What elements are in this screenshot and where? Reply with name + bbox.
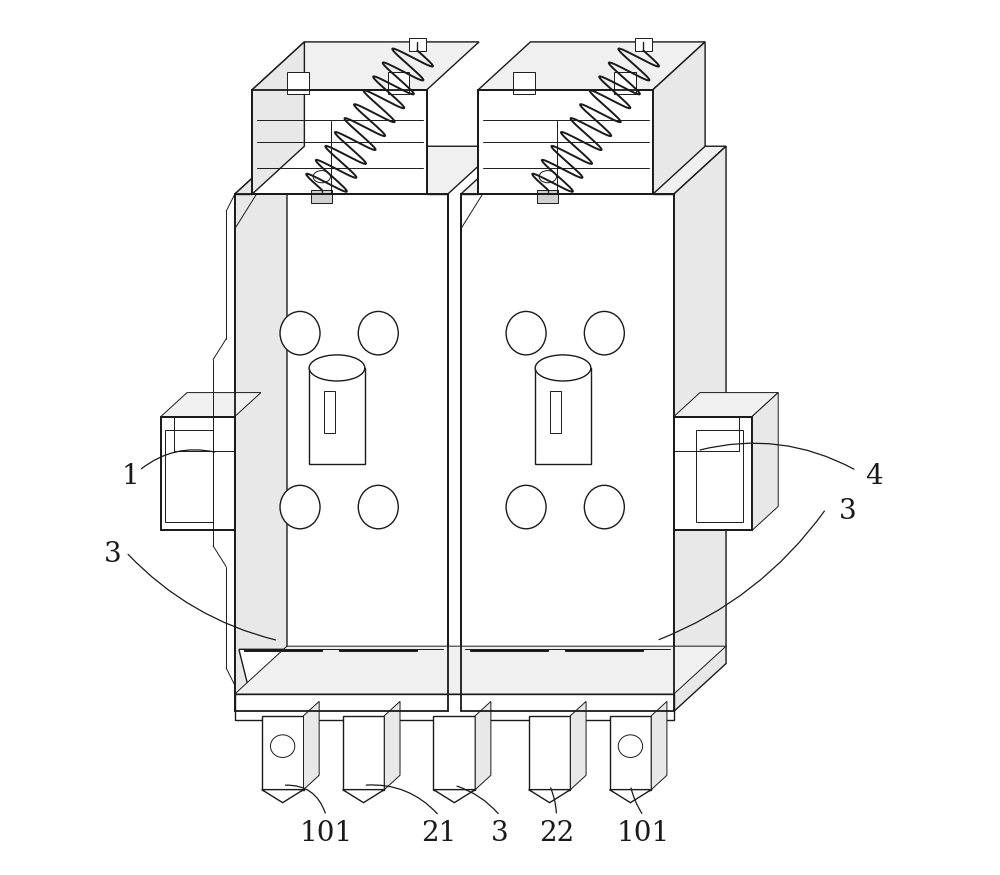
Polygon shape: [529, 789, 570, 802]
Bar: [287, 73, 309, 94]
Bar: [513, 73, 535, 94]
Text: 101: 101: [299, 820, 353, 847]
Polygon shape: [252, 90, 427, 194]
Ellipse shape: [584, 312, 624, 355]
Polygon shape: [252, 42, 479, 90]
Polygon shape: [433, 789, 475, 802]
Text: 3: 3: [839, 498, 857, 525]
Ellipse shape: [280, 312, 320, 355]
Polygon shape: [239, 649, 326, 685]
Bar: [535, 368, 591, 464]
Ellipse shape: [618, 735, 643, 758]
Bar: [311, 190, 332, 203]
Ellipse shape: [506, 486, 546, 528]
Polygon shape: [674, 393, 778, 416]
Polygon shape: [252, 42, 304, 194]
Polygon shape: [304, 702, 319, 789]
Polygon shape: [235, 146, 500, 194]
Ellipse shape: [280, 486, 320, 528]
Ellipse shape: [535, 355, 591, 381]
Ellipse shape: [358, 486, 398, 528]
Ellipse shape: [539, 171, 557, 183]
Text: 3: 3: [491, 820, 509, 847]
Bar: [324, 391, 335, 433]
Polygon shape: [653, 42, 705, 194]
Polygon shape: [343, 789, 384, 802]
Bar: [610, 716, 651, 789]
Text: 21: 21: [421, 820, 457, 847]
Text: 1: 1: [122, 463, 139, 490]
Bar: [343, 716, 384, 789]
Text: 4: 4: [865, 463, 883, 490]
Polygon shape: [478, 90, 653, 194]
Ellipse shape: [584, 486, 624, 528]
Polygon shape: [570, 702, 586, 789]
Bar: [696, 430, 743, 522]
Polygon shape: [674, 146, 726, 711]
Polygon shape: [335, 649, 422, 685]
Ellipse shape: [313, 171, 330, 183]
Polygon shape: [235, 194, 448, 711]
Ellipse shape: [506, 312, 546, 355]
Ellipse shape: [309, 355, 365, 381]
Text: 22: 22: [539, 820, 574, 847]
Polygon shape: [161, 393, 261, 416]
Polygon shape: [475, 702, 491, 789]
Polygon shape: [262, 789, 304, 802]
Polygon shape: [235, 694, 674, 720]
Polygon shape: [651, 702, 667, 789]
Polygon shape: [465, 649, 552, 685]
Bar: [262, 716, 304, 789]
Bar: [529, 716, 570, 789]
Ellipse shape: [270, 735, 295, 758]
Polygon shape: [610, 789, 651, 802]
Polygon shape: [561, 649, 648, 685]
Text: 101: 101: [617, 820, 670, 847]
Polygon shape: [384, 702, 400, 789]
Ellipse shape: [358, 312, 398, 355]
Bar: [433, 716, 475, 789]
Polygon shape: [461, 194, 674, 711]
Bar: [635, 38, 652, 51]
Polygon shape: [674, 416, 752, 530]
Bar: [165, 430, 213, 522]
Polygon shape: [235, 146, 287, 711]
Polygon shape: [161, 416, 235, 530]
Polygon shape: [235, 646, 726, 694]
Bar: [388, 73, 409, 94]
Polygon shape: [478, 42, 705, 90]
Polygon shape: [752, 393, 778, 530]
Text: 3: 3: [104, 542, 122, 569]
Bar: [309, 368, 365, 464]
Bar: [409, 38, 426, 51]
Bar: [537, 190, 558, 203]
Bar: [614, 73, 636, 94]
Polygon shape: [461, 146, 726, 194]
Bar: [550, 391, 561, 433]
